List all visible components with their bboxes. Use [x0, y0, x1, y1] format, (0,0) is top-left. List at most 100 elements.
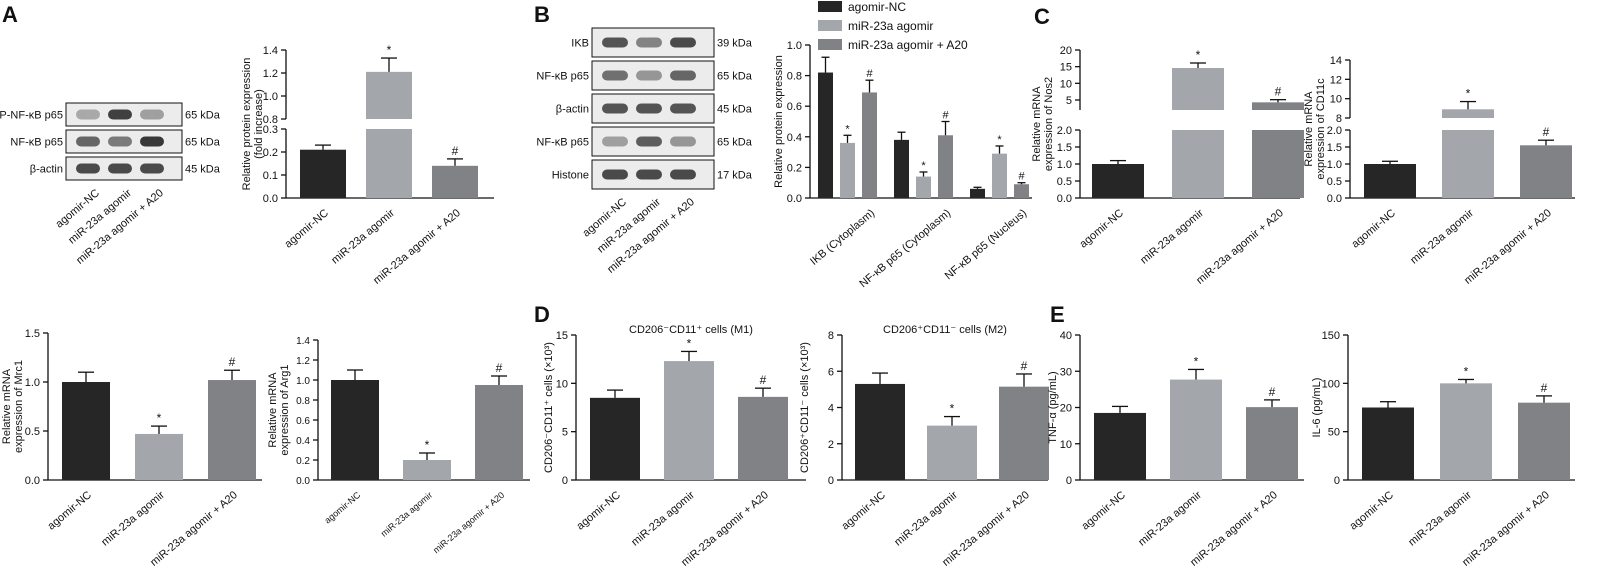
y-tick-label: 0.4 [787, 132, 802, 144]
blot-band [76, 109, 100, 120]
y-tick-label: 1.2 [296, 356, 310, 367]
significance-mark: * [845, 123, 850, 135]
y-tick-label: 0.4 [296, 436, 310, 447]
bar [1092, 164, 1144, 198]
category-label: agomir-NC [839, 489, 887, 532]
blot-row-label: IKB [571, 38, 589, 50]
y-tick-label: 12 [1330, 74, 1342, 86]
y-tick-label: 1.5 [25, 328, 40, 340]
blot-band [140, 136, 164, 147]
category-label: miR-23a agomir [1138, 207, 1206, 267]
y-tick-label: 0.8 [296, 396, 310, 407]
y-tick-label: 8 [828, 330, 834, 342]
significance-mark: # [229, 355, 236, 369]
y-axis-label: Relative mRNAexpression of CD11c [1303, 78, 1327, 180]
bar [818, 72, 833, 198]
bar [992, 153, 1007, 198]
category-label: miR-23a agomir [1408, 207, 1476, 267]
bar-lower [366, 129, 412, 198]
y-tick-label: 20 [1060, 403, 1072, 415]
category-label: agomir-NC [1349, 207, 1397, 250]
bar [999, 386, 1049, 480]
legend-swatch [818, 1, 842, 12]
significance-mark: * [1196, 48, 1201, 62]
y-tick-label: 0.5 [1327, 176, 1342, 188]
significance-mark: * [997, 134, 1002, 146]
panel-label-b: B [534, 2, 550, 27]
y-tick-label: 0.1 [263, 170, 278, 182]
blot-row-label: P-NF-κB p65 [0, 110, 63, 122]
significance-mark: # [1275, 85, 1282, 99]
significance-mark: * [387, 43, 392, 57]
chart-b: 0.0 0.2 0.4 0.6 0.8 1.0 * # IKB (Cytoplasm) * # NF-… [773, 40, 1032, 290]
category-label: agomir-NC [574, 489, 622, 532]
bar-upper [366, 71, 412, 119]
bar [840, 142, 855, 198]
blot-kda-label: 45 kDa [185, 164, 221, 176]
blot-row-label: β-actin [556, 104, 589, 116]
y-axis-label: CD206⁺CD11⁻ cells (×10³) [799, 342, 811, 473]
panel-label-c: C [1034, 4, 1050, 29]
bar [738, 396, 788, 480]
blot-band [602, 136, 628, 147]
bar [1364, 164, 1416, 198]
blot-row-label: NF-κB p65 [536, 137, 589, 149]
y-tick-label: 0 [1066, 475, 1072, 487]
y-tick-label: 0 [828, 475, 834, 487]
y-tick-label: 1.0 [787, 40, 802, 52]
y-tick-label: 15 [556, 330, 568, 342]
blot-kda-label: 65 kDa [185, 110, 221, 122]
chart-e2: 0 50 100 150 agomir-NC * miR-23a agomir # miR-23… [1311, 330, 1575, 569]
bar [1440, 383, 1492, 480]
significance-mark: * [921, 160, 926, 172]
bar [1094, 412, 1146, 480]
bar [916, 176, 931, 198]
significance-mark: * [1464, 364, 1469, 378]
y-axis-label: Relative protein expression [773, 55, 785, 188]
bar [432, 165, 478, 198]
y-tick-label: 40 [1060, 330, 1072, 342]
bar [208, 380, 256, 480]
bar [855, 383, 905, 480]
category-label: miR-23a agomir [329, 207, 397, 267]
bar [862, 92, 877, 198]
blot-b: IKB 39 kDa NF-κB p65 65 kDa β-actin 45 kDa NF-… [536, 27, 753, 276]
blot-band [602, 169, 628, 180]
significance-mark: * [425, 438, 430, 452]
category-label: NF-κB p65 (Nucleus) [943, 207, 1029, 282]
chart-c2: 0.0 0.5 1.0 1.5 2.08 10 12 14 agomir-NC * miR-23a … [1303, 55, 1575, 287]
blot-band [108, 136, 132, 147]
y-tick-label: 1.0 [296, 376, 310, 387]
panel-label-d: D [534, 302, 550, 327]
chart-a: 0.0 0.1 0.2 0.30.8 1.0 1.2 1.4 agomir-NC * miR-23… [241, 43, 494, 287]
significance-mark: # [496, 361, 503, 375]
bar [590, 397, 640, 480]
category-label: agomir-NC [45, 489, 93, 532]
y-axis-label: Relative mRNAexpression of Nos2 [1031, 77, 1055, 171]
legend-label: miR-23a agomir + A20 [848, 38, 968, 52]
chart-e1: 0 10 20 30 40 agomir-NC * miR-23a agomir # miR-23… [1047, 330, 1304, 569]
category-label: IKB (Cytoplasm) [808, 207, 877, 268]
category-label: agomir-NC [282, 207, 330, 250]
blot-band [670, 169, 696, 180]
legend-label: agomir-NC [848, 0, 906, 14]
legend-swatch [818, 20, 842, 31]
y-tick-label: 0.0 [296, 476, 310, 487]
blot-band [636, 136, 662, 147]
panel-label-e: E [1050, 302, 1065, 327]
bar [135, 433, 183, 480]
significance-mark: # [1018, 171, 1025, 183]
blot-row-label: Histone [552, 170, 589, 182]
y-tick-label: 8 [1336, 113, 1342, 125]
y-tick-label: 1.4 [296, 336, 310, 347]
chart-title: CD206⁺CD11⁻ cells (M2) [883, 324, 1007, 336]
blot-a: P-NF-κB p65 65 kDa NF-κB p65 65 kDa β-actin 4… [0, 102, 221, 267]
bar [1520, 145, 1572, 198]
bar [403, 460, 451, 480]
blot-band [108, 109, 132, 120]
y-tick-label: 2 [828, 439, 834, 451]
category-label: agomir-NC [1079, 489, 1127, 532]
blot-row-label: NF-κB p65 [536, 71, 589, 83]
